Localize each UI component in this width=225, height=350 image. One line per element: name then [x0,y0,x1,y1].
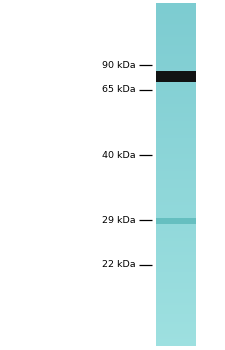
Bar [156,218,196,224]
Text: 65 kDa: 65 kDa [103,85,136,94]
Bar [156,71,196,82]
Text: 29 kDa: 29 kDa [103,216,136,225]
Text: 90 kDa: 90 kDa [103,61,136,70]
Text: 40 kDa: 40 kDa [103,150,136,160]
Text: 22 kDa: 22 kDa [103,260,136,270]
